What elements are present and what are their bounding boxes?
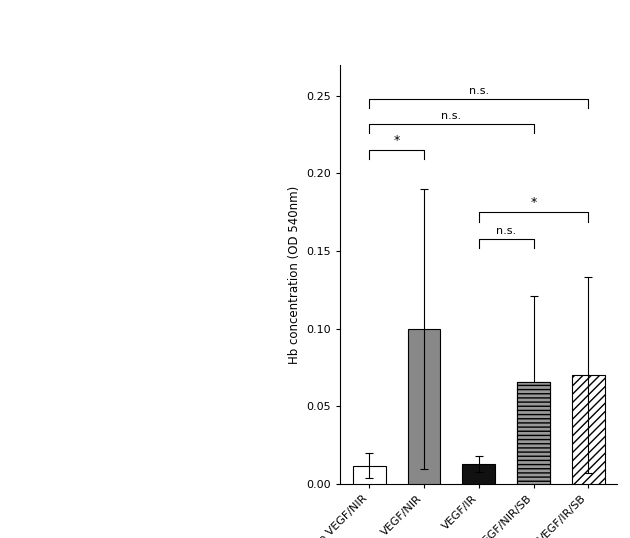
Bar	[462, 464, 495, 484]
Text: n.s.: n.s.	[442, 110, 461, 121]
Bar	[517, 381, 550, 484]
Text: n.s.: n.s.	[496, 225, 516, 236]
Text: n.s.: n.s.	[469, 86, 489, 96]
Text: *: *	[394, 134, 400, 147]
Bar	[408, 329, 440, 484]
Y-axis label: Hb concentration (OD 540nm): Hb concentration (OD 540nm)	[288, 185, 301, 364]
Bar	[517, 381, 550, 484]
Text: *: *	[530, 196, 537, 209]
Bar	[353, 465, 386, 484]
Bar	[572, 376, 605, 484]
